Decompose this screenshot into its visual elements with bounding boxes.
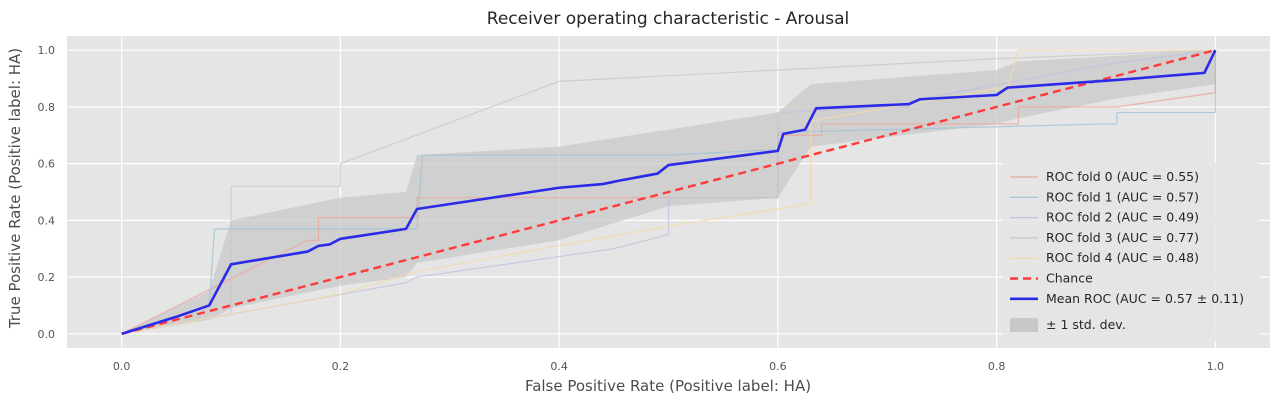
x-tick-label: 1.0	[1207, 360, 1225, 373]
chance-line	[121, 49, 1216, 335]
y-tick-label: 0.4	[38, 214, 56, 227]
roc-fold-4-line	[121, 49, 1216, 335]
y-tick-label: 1.0	[38, 44, 56, 57]
legend-entry: ROC fold 3 (AUC = 0.77)	[1046, 230, 1199, 245]
y-tick-label: 0.8	[38, 101, 56, 114]
x-axis-label: False Positive Rate (Positive label: HA)	[525, 377, 811, 395]
legend-frame	[1002, 162, 1260, 342]
x-tick-label: 0.6	[769, 360, 787, 373]
legend-entry: Mean ROC (AUC = 0.57 ± 0.11)	[1046, 291, 1244, 306]
legend-entry: ROC fold 1 (AUC = 0.57)	[1046, 189, 1199, 204]
y-tick-label: 0.6	[38, 158, 56, 171]
mean-roc-line	[121, 49, 1217, 336]
y-tick-label: 0.2	[38, 271, 56, 284]
x-tick-label: 0.4	[550, 360, 568, 373]
y-tick-label: 0.0	[38, 328, 56, 341]
x-tick-label: 0.0	[113, 360, 131, 373]
legend-entry: ROC fold 4 (AUC = 0.48)	[1046, 250, 1199, 265]
x-tick-label: 0.2	[332, 360, 350, 373]
y-axis-label: True Positive Rate (Positive label: HA)	[6, 48, 24, 329]
series-layer	[121, 49, 1217, 336]
legend-entry: ROC fold 2 (AUC = 0.49)	[1046, 210, 1199, 225]
x-tick-label: 0.8	[988, 360, 1006, 373]
legend-swatch	[1010, 318, 1038, 333]
x-ticks: 0.0 0.2 0.4 0.6 0.8 1.0	[113, 360, 1224, 373]
legend-entry: ± 1 std. dev.	[1046, 317, 1126, 332]
chart-title: Receiver operating characteristic - Arou…	[487, 9, 849, 29]
roc-fold-3-line	[121, 49, 1216, 335]
roc-fold-2-line	[121, 49, 1216, 335]
legend-entry: ROC fold 0 (AUC = 0.55)	[1046, 169, 1199, 184]
legend-entry: Chance	[1046, 271, 1093, 286]
y-ticks: 0.0 0.2 0.4 0.6 0.8 1.0	[38, 44, 56, 341]
legend: ROC fold 0 (AUC = 0.55) ROC fold 1 (AUC =…	[1002, 162, 1260, 342]
